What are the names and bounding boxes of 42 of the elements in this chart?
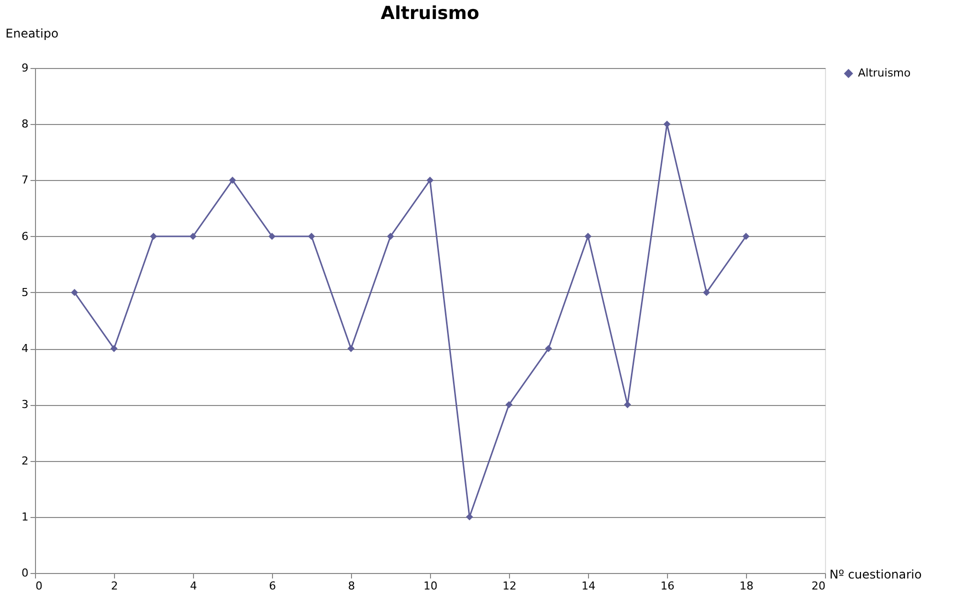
x-tick-label: 16 <box>660 580 674 592</box>
x-tick-label: 10 <box>424 580 438 592</box>
point <box>347 345 355 352</box>
point <box>70 288 78 296</box>
x-axis-title: Nº cuestionario <box>830 568 922 582</box>
point <box>544 345 552 352</box>
point <box>268 232 276 240</box>
point <box>150 232 158 240</box>
y-tick-label: 0 <box>22 566 28 580</box>
point <box>386 232 394 240</box>
point <box>228 176 236 184</box>
x-tick-label: 20 <box>812 580 826 592</box>
y-tick-label: 5 <box>22 286 28 299</box>
x-tick-label: 0 <box>36 580 42 592</box>
y-tick-label: 7 <box>22 174 28 187</box>
y-tick-label: 2 <box>22 454 28 468</box>
point <box>742 232 750 240</box>
y-tick-label: 1 <box>22 510 28 524</box>
point <box>702 288 710 296</box>
x-tick-label: 12 <box>502 580 516 592</box>
y-axis-title: Eneatipo <box>6 26 58 40</box>
x-tick-label: 6 <box>269 580 276 592</box>
y-tick-label: 4 <box>22 342 28 356</box>
chart-title: Altruismo <box>380 3 480 24</box>
y-tick-label: 9 <box>22 62 28 74</box>
x-tick-label: 8 <box>348 580 355 592</box>
y-tick-label: 6 <box>22 230 28 243</box>
point <box>505 401 513 408</box>
y-tick-label: 3 <box>22 398 28 412</box>
point <box>663 120 671 128</box>
point <box>110 345 118 352</box>
point <box>426 176 434 184</box>
point <box>624 401 632 408</box>
x-tick-label: 2 <box>111 580 118 592</box>
point <box>308 232 316 240</box>
point <box>189 232 197 240</box>
x-tick-label: 4 <box>190 580 197 592</box>
legend-label: Altruismo <box>858 66 911 80</box>
x-tick-label: 18 <box>740 580 754 592</box>
point <box>584 232 592 240</box>
x-tick-label: 14 <box>582 580 596 592</box>
y-tick-label: 8 <box>22 118 28 131</box>
